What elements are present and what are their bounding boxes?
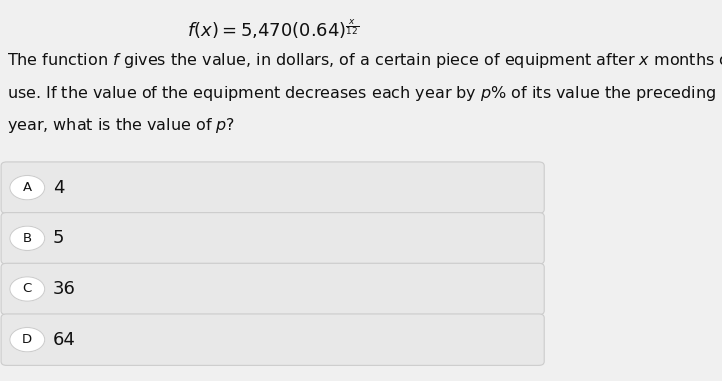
Text: year, what is the value of $p$?: year, what is the value of $p$? <box>6 116 235 135</box>
Text: A: A <box>22 181 32 194</box>
Text: D: D <box>22 333 32 346</box>
FancyBboxPatch shape <box>1 162 544 213</box>
Text: use. If the value of the equipment decreases each year by $p\%$ of its value the: use. If the value of the equipment decre… <box>6 84 716 103</box>
Text: 64: 64 <box>53 331 76 349</box>
FancyBboxPatch shape <box>1 213 544 264</box>
Circle shape <box>10 328 45 352</box>
Text: $f(x) = 5{,}470(0.64)^{\frac{x}{12}}$: $f(x) = 5{,}470(0.64)^{\frac{x}{12}}$ <box>186 17 359 41</box>
Text: C: C <box>22 282 32 296</box>
Circle shape <box>10 176 45 200</box>
Text: B: B <box>22 232 32 245</box>
Text: 5: 5 <box>53 229 64 247</box>
Text: 36: 36 <box>53 280 76 298</box>
Text: The function $f$ gives the value, in dollars, of a certain piece of equipment af: The function $f$ gives the value, in dol… <box>6 51 722 70</box>
Circle shape <box>10 226 45 251</box>
FancyBboxPatch shape <box>1 263 544 315</box>
FancyBboxPatch shape <box>1 314 544 365</box>
Circle shape <box>10 277 45 301</box>
Text: 4: 4 <box>53 179 64 197</box>
